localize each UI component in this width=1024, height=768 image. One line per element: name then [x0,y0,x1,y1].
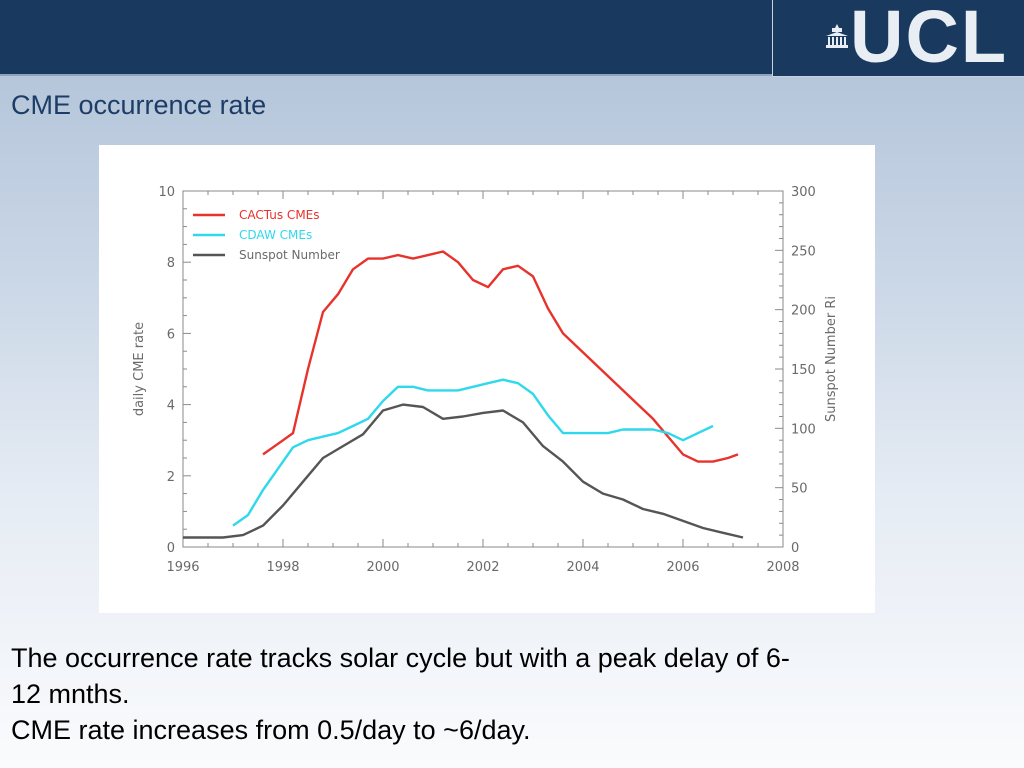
x-tick-label: 2008 [766,560,799,575]
body-line: 12 mnths. [11,679,130,709]
y-tick-label: 8 [167,256,175,271]
series-line-cactus [262,250,739,463]
slide-title: CME occurrence rate [11,90,267,120]
y-tick-label: 4 [167,399,175,414]
legend-label: CDAW CMEs [239,228,312,242]
y-tick-label: 0 [167,541,175,556]
y-tick-label: 2 [167,470,175,485]
y2-tick-label: 300 [791,185,816,200]
y-tick-label: 6 [167,327,175,342]
y-tick-label: 10 [158,185,175,200]
logo-text: UCL [850,0,1009,78]
y2-tick-label: 150 [791,363,816,378]
x-tick-label: 2002 [466,560,499,575]
header-divider [0,74,1024,76]
cme-rate-chart: 1996 1998 2000 2002 2004 2006 2008024681005010… [132,185,839,575]
x-tick-label: 2004 [566,560,599,575]
body-line: The occurrence rate tracks solar cycle b… [11,643,790,673]
y2-tick-label: 0 [791,541,799,556]
y2-tick-label: 200 [791,304,816,319]
y-axis-label: daily CME rate [132,322,147,416]
legend-label: CACTus CMEs [239,208,320,222]
y2-tick-label: 250 [791,244,816,259]
y2-tick-label: 50 [791,482,808,497]
x-tick-label: 2006 [666,560,699,575]
legend-label: Sunspot Number [239,248,340,262]
x-tick-label: 1996 [166,560,199,575]
x-tick-label: 2000 [366,560,399,575]
y2-axis-label: Sunspot Number Ri [824,296,839,422]
body-line: CME rate increases from 0.5/day to ~6/da… [11,715,531,745]
body-text: The occurrence rate tracks solar cycle b… [11,640,1011,748]
x-tick-label: 1998 [266,560,299,575]
plot-frame [182,190,784,548]
portico-icon [826,24,848,48]
series-line-sunspot [183,403,744,539]
y2-tick-label: 100 [791,422,816,437]
series-line-cdaw [232,378,714,527]
chart-panel: 1996 1998 2000 2002 2004 2006 2008 0 2 4 6 8 10 0 50 10… [99,145,875,613]
logo-area [772,0,1024,77]
